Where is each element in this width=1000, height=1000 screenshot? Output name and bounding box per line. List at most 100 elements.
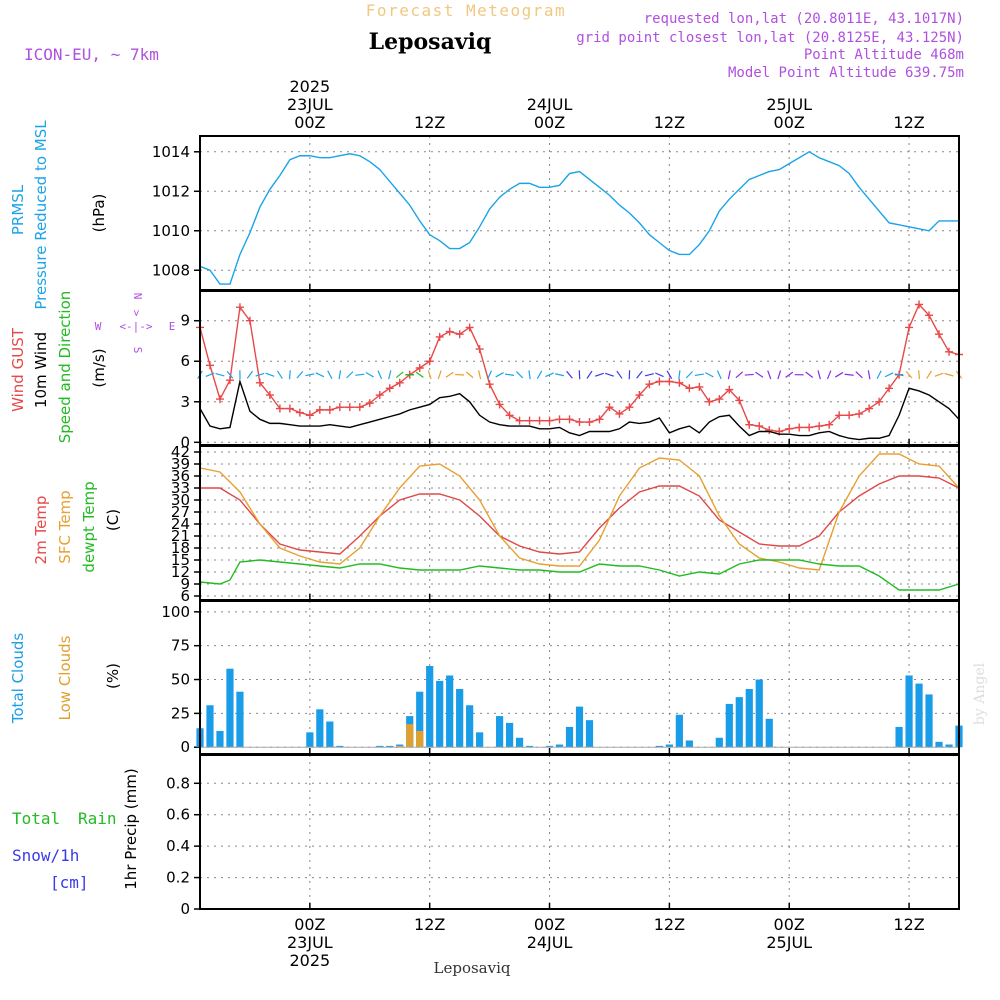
gust-marker (795, 423, 804, 432)
gust-marker (835, 411, 844, 420)
gust-marker (205, 361, 214, 370)
clouds-bar (426, 665, 434, 748)
wind-arrow (246, 370, 254, 379)
model-label: ICON-EU, ~ 7km (24, 45, 159, 64)
clouds-ytick-label: 50 (171, 671, 190, 689)
gust-marker (365, 399, 374, 408)
wind-arrow (288, 370, 291, 380)
clouds-bar (555, 744, 564, 748)
panels: 1008101010121014036969121518212427303336… (152, 135, 963, 918)
wind-arrow (545, 372, 554, 378)
top-time-label: 00Z (534, 113, 565, 132)
precipitation-frame (199, 754, 960, 910)
wind-arrow (338, 370, 342, 380)
super-title: Forecast Meteogram (366, 1, 566, 20)
clouds-bar (505, 722, 514, 748)
low-clouds-label: Low Clouds (56, 635, 74, 720)
wind-arrow (355, 373, 365, 376)
gust-marker (225, 376, 234, 385)
temperature-frame (199, 445, 960, 601)
wind-arrow (694, 373, 704, 377)
temp-unit: (C) (104, 509, 122, 531)
wind-arrow (276, 370, 283, 379)
precipitation-panel: 0 0.2 0.4 0.6 0.8 (166, 754, 960, 918)
wind-ytick-label: 0 (180, 433, 190, 451)
clouds-bar (755, 679, 763, 748)
pressure-frame (199, 135, 960, 291)
clouds-ytick-label: 25 (171, 704, 190, 722)
temperature-ytick-label: 9 (180, 575, 190, 593)
wind-arrow (666, 370, 673, 379)
clouds-bar (406, 724, 414, 748)
pressure-ytick-label: 1010 (152, 222, 190, 240)
wind-arrow (377, 370, 383, 380)
temperature-ytick-label: 39 (171, 455, 190, 473)
clouds-bar (935, 741, 943, 748)
clouds-bar (226, 668, 234, 748)
wind-arrow (744, 373, 754, 376)
clouds-bar (715, 737, 723, 748)
gust-marker (615, 409, 624, 418)
clouds-bar (316, 709, 324, 748)
top-time-label: 12Z (414, 113, 445, 132)
gust-marker (655, 377, 664, 386)
gust-marker (945, 347, 954, 356)
gust-marker (885, 384, 894, 393)
gust-marker (505, 411, 514, 420)
gust-marker (875, 397, 884, 406)
rain-label-total: Total (12, 809, 60, 828)
wind-arrow (465, 371, 474, 379)
wind-arrow (495, 372, 504, 378)
clouds-bar (416, 691, 424, 748)
pressure-ytick-label: 1008 (152, 261, 190, 279)
gust-marker (765, 426, 774, 435)
wind-arrow (834, 371, 844, 378)
wind-arrow (536, 370, 543, 379)
wind-arrow (616, 370, 623, 379)
clouds-bar (745, 689, 753, 748)
wind-arrow (437, 370, 442, 380)
t2m-label: 2m Temp (32, 496, 50, 565)
gust-marker (285, 404, 294, 413)
gust-marker (305, 411, 314, 420)
temperature-ytick-label: 21 (171, 527, 190, 545)
gust-marker (755, 422, 764, 431)
compass-v: > (130, 310, 143, 317)
wind-arrow (305, 373, 315, 377)
wind-arrow (826, 370, 832, 380)
top-time-label: 23JUL (287, 95, 333, 114)
wind-unit: (m/s) (90, 348, 108, 387)
clouds-bar (206, 705, 214, 748)
gust-marker (275, 404, 284, 413)
wind-dir-label: Speed and Direction (56, 291, 74, 444)
gust-marker (675, 378, 684, 387)
clouds-bar (675, 714, 683, 748)
snow-unit-label: [cm] (50, 873, 89, 892)
clouds-unit: (%) (104, 663, 122, 689)
rain-label-rain: Rain (78, 809, 117, 828)
gust-marker (295, 408, 304, 417)
gust-marker (865, 404, 874, 413)
wind-arrow (926, 370, 932, 379)
watermark: by Angel (972, 662, 988, 725)
gust-marker (495, 400, 504, 409)
gust-marker (335, 403, 344, 412)
clouds-bar (585, 720, 594, 748)
wind-arrow (655, 372, 664, 378)
wind-arrow (604, 372, 614, 377)
dewpt-label: dewpt Temp (80, 481, 98, 572)
gust-marker (705, 397, 714, 406)
point-altitude: Point Altitude 468m (804, 47, 964, 63)
wind-arrow (327, 370, 333, 380)
gust-marker (805, 423, 814, 432)
wind-arrow (555, 373, 565, 377)
clouds-bar (525, 745, 534, 748)
clouds-bar (945, 744, 953, 748)
gust-marker (785, 424, 794, 433)
wind-arrow (515, 371, 524, 379)
bottom-time-label: 00Z (774, 915, 805, 934)
clouds-bar (306, 732, 314, 748)
clouds-bar (436, 680, 444, 748)
bottom-time-label: 00Z (534, 915, 565, 934)
